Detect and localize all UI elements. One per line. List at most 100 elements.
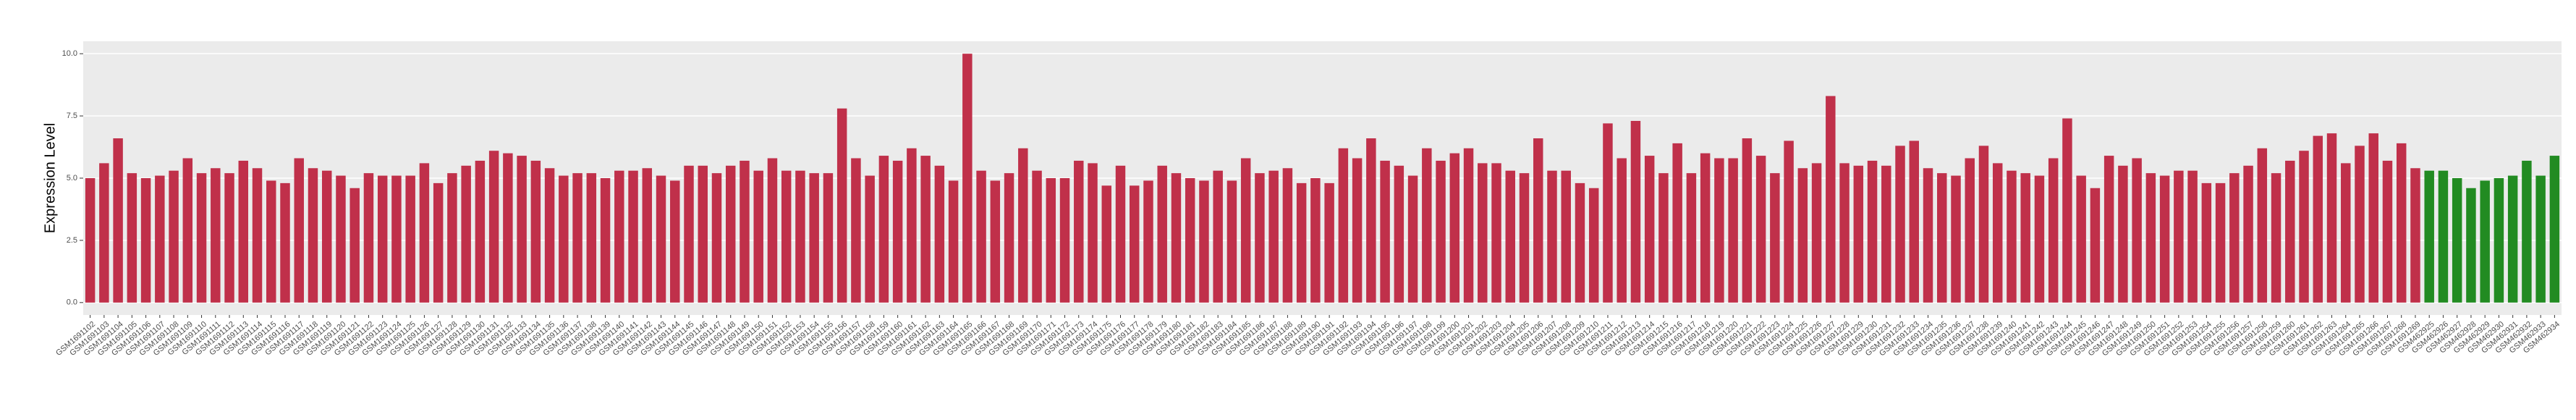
bar [684, 165, 694, 303]
bar [377, 175, 388, 303]
bar [781, 170, 792, 303]
bar [1032, 170, 1042, 303]
bar [238, 160, 249, 303]
bar [544, 168, 555, 303]
bar [1407, 175, 1418, 303]
bar [1240, 158, 1251, 303]
bar [1603, 123, 1613, 303]
bar [475, 160, 486, 303]
bar [419, 163, 430, 303]
bar [1519, 173, 1530, 303]
bar [892, 160, 903, 303]
bar [1185, 178, 1195, 303]
bar [1449, 153, 1460, 303]
bar [836, 108, 847, 303]
bar [1951, 175, 1961, 303]
bar [2355, 146, 2365, 303]
bar [907, 148, 917, 303]
bar [1700, 153, 1711, 303]
bar [628, 170, 638, 303]
bar [1380, 160, 1390, 303]
bar [1644, 156, 1655, 303]
bar [865, 175, 875, 303]
bar [878, 156, 889, 303]
bar [795, 170, 805, 303]
bar [2535, 175, 2546, 303]
bar [169, 170, 179, 303]
bar [1992, 163, 2003, 303]
y-axis-label: Expression Level [42, 123, 58, 233]
bar [1199, 180, 1209, 303]
bar [349, 188, 360, 303]
bar [1213, 170, 1223, 303]
bar [1338, 148, 1349, 303]
bar [920, 156, 931, 303]
bar [1324, 182, 1334, 303]
bar [1895, 146, 1905, 303]
bar [1811, 163, 1822, 303]
bar [1672, 143, 1682, 303]
bar [642, 168, 653, 303]
bar [1115, 165, 1126, 303]
bar [1686, 173, 1697, 303]
bar [433, 182, 444, 303]
bar [1422, 148, 1432, 303]
bar [363, 173, 374, 303]
bar [656, 175, 666, 303]
bar [2410, 168, 2420, 303]
bar [1547, 170, 1557, 303]
bar [1004, 173, 1014, 303]
bar [1853, 165, 1864, 303]
bar [1937, 173, 1947, 303]
bar [1310, 178, 1321, 303]
bar [934, 165, 945, 303]
bar [2187, 170, 2198, 303]
bar [1130, 185, 1140, 303]
bar [2549, 156, 2560, 303]
bar [2132, 158, 2142, 303]
bar [1436, 160, 1446, 303]
bar [1018, 148, 1028, 303]
bar [1046, 178, 1056, 303]
bar [725, 165, 736, 303]
bar [2229, 173, 2240, 303]
bar [962, 54, 973, 303]
bar [321, 170, 332, 303]
bar [308, 168, 318, 303]
bar [447, 173, 457, 303]
bar [670, 180, 680, 303]
bar [1352, 158, 1363, 303]
bar [1296, 182, 1307, 303]
bar [2507, 175, 2518, 303]
bar [1463, 148, 1474, 303]
bar [1171, 173, 1182, 303]
bar [85, 178, 96, 303]
bar [1059, 178, 1070, 303]
bar [155, 175, 165, 303]
bar [698, 165, 708, 303]
bar [1728, 158, 1738, 303]
bar [2452, 178, 2462, 303]
bar [1226, 180, 1237, 303]
bar [2522, 160, 2532, 303]
bar [1101, 185, 1111, 303]
bar [2048, 158, 2059, 303]
bar [2438, 170, 2449, 303]
bar [2271, 173, 2281, 303]
bar [2174, 170, 2184, 303]
bar [1742, 138, 1753, 303]
bar [2007, 170, 2017, 303]
bar [1255, 173, 1265, 303]
bar [2215, 182, 2226, 303]
bar [572, 173, 582, 303]
bar [461, 165, 471, 303]
bar [614, 170, 624, 303]
y-tick-label: 0.0 [67, 298, 77, 307]
bar [2090, 188, 2101, 303]
bar [948, 180, 959, 303]
bar [1784, 140, 1794, 303]
bar [823, 173, 834, 303]
bar [488, 151, 499, 303]
bar [2243, 165, 2253, 303]
